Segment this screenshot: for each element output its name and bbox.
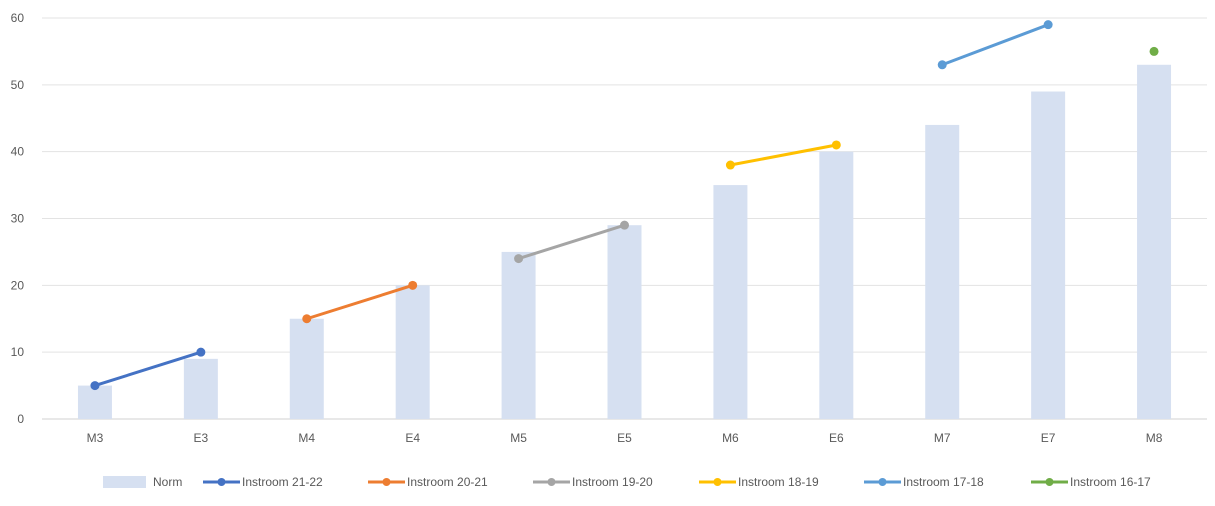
y-tick-label-40: 40 <box>11 145 25 159</box>
point-series-3-1 <box>514 254 524 264</box>
legend-label-1: Instroom 21-22 <box>242 475 323 489</box>
x-tick-label-E5: E5 <box>617 431 632 445</box>
y-tick-label-30: 30 <box>11 212 25 226</box>
legend-swatch-bar <box>103 476 146 488</box>
legend-label-2: Instroom 20-21 <box>407 475 488 489</box>
x-tick-label-M6: M6 <box>722 431 739 445</box>
legend-swatch-marker-6 <box>1045 478 1054 486</box>
point-series-1-1 <box>90 381 100 391</box>
line-series-2 <box>305 283 415 321</box>
x-tick-label-E6: E6 <box>829 431 844 445</box>
point-series-2-1 <box>302 314 312 324</box>
legend-label-3: Instroom 19-20 <box>572 475 653 489</box>
line-series-4 <box>728 143 838 167</box>
legend-swatch-marker-1 <box>217 478 226 486</box>
legend-label-4: Instroom 18-19 <box>738 475 819 489</box>
y-tick-label-50: 50 <box>11 78 25 92</box>
bar-E7 <box>1031 91 1066 420</box>
bar-M7 <box>925 124 960 419</box>
legend-label-5: Instroom 17-18 <box>903 475 984 489</box>
bars <box>77 64 1172 420</box>
x-axis-ticks: M3 E3 M4 E4 M5 E5 M6 E6 M7 E7 M8 <box>87 431 1163 445</box>
bar-M3 <box>77 385 112 419</box>
bar-M8 <box>1137 64 1172 420</box>
bar-E5 <box>607 225 642 419</box>
bar-E4 <box>395 285 430 419</box>
y-axis-ticks: 0 10 20 30 40 50 60 <box>11 11 25 426</box>
bar-M6 <box>713 185 748 419</box>
y-tick-label-60: 60 <box>11 11 25 25</box>
legend-label-6: Instroom 16-17 <box>1070 475 1151 489</box>
line-series-5 <box>940 23 1050 67</box>
point-series-2-2 <box>408 280 418 290</box>
x-tick-label-M4: M4 <box>298 431 315 445</box>
lines <box>90 20 1159 391</box>
x-tick-label-M5: M5 <box>510 431 527 445</box>
legend-label-0: Norm <box>153 475 182 489</box>
point-series-4-2 <box>831 140 841 150</box>
legend-swatch-marker-3 <box>547 478 556 486</box>
x-tick-label-E7: E7 <box>1041 431 1056 445</box>
point-series-4-1 <box>725 160 735 170</box>
line-series-1 <box>93 350 203 388</box>
point-series-5-2 <box>1043 20 1053 30</box>
bar-E6 <box>819 151 854 419</box>
legend-swatch-marker-5 <box>878 478 887 486</box>
x-tick-label-M8: M8 <box>1146 431 1163 445</box>
point-series-6-1 <box>1149 46 1159 56</box>
x-tick-label-E4: E4 <box>405 431 420 445</box>
bar-E3 <box>183 358 218 419</box>
x-tick-label-E3: E3 <box>194 431 209 445</box>
point-series-1-2 <box>196 347 206 357</box>
y-tick-label-10: 10 <box>11 345 25 359</box>
legend-swatch-marker-2 <box>382 478 391 486</box>
legend-swatch-marker-4 <box>713 478 722 486</box>
point-series-3-2 <box>620 220 629 230</box>
x-tick-label-M7: M7 <box>934 431 951 445</box>
y-tick-label-20: 20 <box>11 278 25 292</box>
legend: Norm Instroom 21-22 Instroom 20-21 Instroom… <box>103 475 1151 489</box>
x-tick-label-M3: M3 <box>87 431 104 445</box>
point-series-5-1 <box>937 60 947 70</box>
bar-M5 <box>501 251 536 419</box>
y-tick-label-0: 0 <box>17 412 24 426</box>
bar-M4 <box>289 318 324 419</box>
line-series-3 <box>517 223 626 261</box>
